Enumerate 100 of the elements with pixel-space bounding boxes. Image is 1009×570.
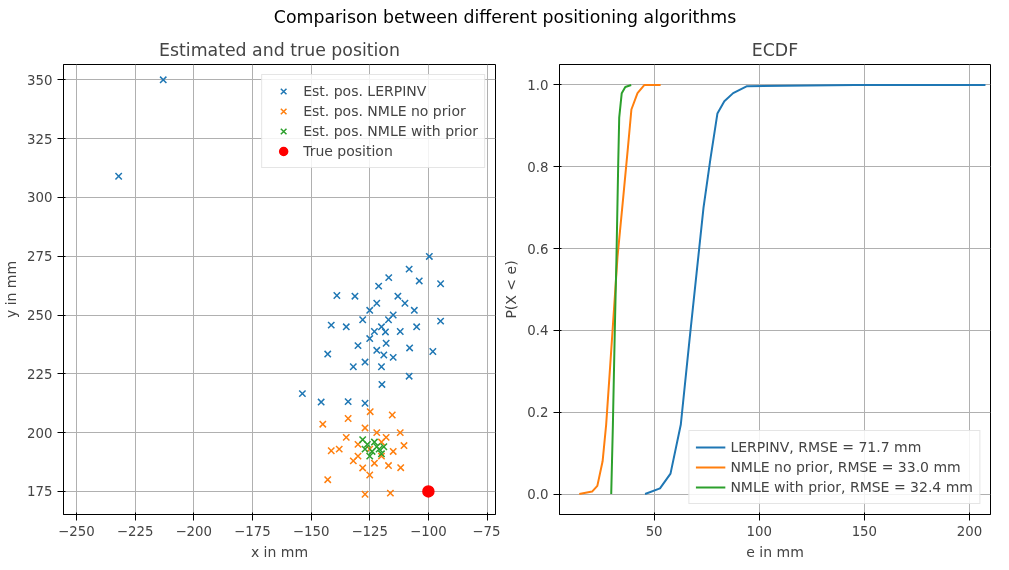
point — [388, 411, 397, 419]
point — [361, 424, 369, 432]
y-tick-label: 225 — [27, 366, 53, 382]
point — [323, 350, 332, 358]
point — [318, 420, 327, 429]
point — [344, 397, 353, 406]
line-series — [644, 83, 987, 496]
point — [342, 322, 351, 331]
point — [327, 321, 336, 330]
point — [425, 252, 434, 261]
line-series — [610, 83, 633, 496]
y-tick-label: 300 — [27, 190, 53, 206]
point — [349, 362, 358, 371]
point — [422, 485, 435, 498]
x-tick-label: −125 — [351, 523, 389, 539]
point — [396, 428, 405, 437]
point — [349, 456, 358, 465]
y-tick-label: 0.4 — [527, 323, 549, 339]
legend-label: True position — [303, 143, 393, 159]
y-tick-label: 1.0 — [527, 77, 549, 93]
point — [317, 398, 326, 406]
point — [358, 435, 367, 444]
y-tick-label: 350 — [27, 72, 53, 88]
y-tick-label: 0.8 — [527, 159, 549, 175]
point — [372, 428, 381, 437]
point — [410, 306, 419, 315]
point — [389, 311, 398, 319]
legend-label: Est. pos. NMLE with prior — [303, 123, 478, 139]
point — [386, 489, 395, 498]
y-tick-label: 0.6 — [527, 241, 549, 257]
point — [382, 433, 391, 442]
x-tick-label: −100 — [410, 523, 447, 539]
legend-label: LERPINV, RMSE = 71.7 mm — [730, 439, 922, 455]
point — [365, 452, 374, 461]
point — [354, 452, 362, 461]
y-axis-title: y in mm — [3, 260, 20, 319]
point — [396, 463, 405, 472]
point — [332, 291, 341, 300]
chart-title: ECDF — [751, 39, 799, 60]
point — [377, 362, 386, 371]
point — [381, 328, 390, 336]
x-tick-label: −225 — [116, 523, 154, 539]
y-tick-label: 250 — [27, 308, 53, 324]
point — [396, 327, 405, 336]
y-tick-label: 0.0 — [527, 487, 549, 503]
point — [370, 459, 379, 468]
x-tick-label: −175 — [234, 523, 271, 539]
point — [370, 327, 379, 336]
x-tick-label: −200 — [175, 523, 213, 539]
point — [342, 433, 351, 442]
x-tick-label: 200 — [956, 523, 983, 539]
y-tick-label: 275 — [27, 249, 53, 265]
y-tick-label: 200 — [27, 425, 53, 441]
point — [405, 372, 414, 381]
point — [358, 463, 367, 472]
point — [382, 339, 391, 348]
line-series — [578, 83, 662, 496]
point — [393, 292, 402, 301]
point — [354, 341, 362, 350]
point — [374, 282, 383, 291]
point — [400, 441, 408, 450]
point — [365, 471, 374, 479]
legend-label: Est. pos. NMLE no prior — [303, 103, 466, 119]
point — [358, 315, 367, 324]
point — [389, 353, 398, 362]
point — [384, 461, 393, 470]
point — [372, 299, 381, 308]
point — [389, 447, 398, 456]
y-tick-label: 0.2 — [527, 405, 549, 421]
y-axis-title: P(X < e) — [503, 260, 520, 319]
point — [366, 407, 375, 416]
legend-label: NMLE no prior, RMSE = 33.0 mm — [730, 459, 961, 475]
x-tick-label: 100 — [746, 523, 772, 539]
point — [365, 334, 374, 343]
point — [298, 389, 307, 398]
x-tick-label: −75 — [472, 523, 501, 539]
x-axis-title: x in mm — [250, 543, 309, 560]
point — [361, 490, 369, 499]
point — [344, 414, 353, 423]
point — [436, 317, 445, 326]
point — [377, 380, 386, 389]
legend-label: NMLE with prior, RMSE = 32.4 mm — [730, 479, 973, 495]
text: Comparison between different positioning algorithms — [273, 6, 737, 29]
point — [323, 475, 332, 484]
point — [400, 299, 409, 308]
point — [428, 347, 437, 356]
point — [372, 346, 381, 355]
point — [379, 351, 388, 359]
x-axis-title: e in mm — [746, 543, 804, 560]
point — [351, 292, 359, 301]
x-tick-label: −250 — [58, 523, 95, 539]
point — [377, 438, 386, 446]
x-tick-label: 50 — [645, 523, 663, 539]
point — [361, 399, 369, 408]
x-tick-label: 150 — [851, 523, 878, 539]
point — [405, 265, 414, 274]
point — [377, 322, 386, 331]
point — [412, 322, 421, 331]
x-tick-label: −150 — [292, 523, 330, 539]
point — [361, 358, 369, 366]
